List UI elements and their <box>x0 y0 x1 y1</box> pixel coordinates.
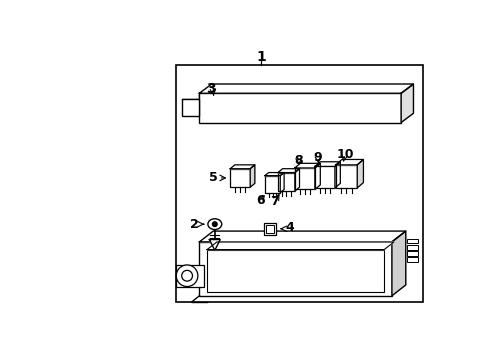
Text: 3: 3 <box>206 82 215 96</box>
Bar <box>294 168 314 189</box>
Polygon shape <box>400 84 413 122</box>
Text: 8: 8 <box>294 154 303 167</box>
Text: 6: 6 <box>256 194 265 207</box>
Bar <box>277 172 294 191</box>
Polygon shape <box>250 165 254 187</box>
Text: 10: 10 <box>336 148 353 161</box>
Polygon shape <box>277 169 299 172</box>
Text: 2: 2 <box>190 218 199 231</box>
Text: 7: 7 <box>270 195 279 208</box>
Bar <box>266 225 274 233</box>
Bar <box>264 222 276 235</box>
Text: 9: 9 <box>313 150 322 164</box>
Bar <box>230 169 250 187</box>
Text: 1: 1 <box>256 50 265 64</box>
Bar <box>407 251 417 256</box>
Polygon shape <box>334 162 340 188</box>
Bar <box>199 242 391 296</box>
Polygon shape <box>294 163 320 168</box>
Polygon shape <box>207 242 393 249</box>
Polygon shape <box>294 169 299 191</box>
Polygon shape <box>199 231 405 242</box>
Bar <box>407 245 417 249</box>
Polygon shape <box>209 239 220 250</box>
Ellipse shape <box>207 219 221 230</box>
Polygon shape <box>314 162 340 166</box>
Polygon shape <box>314 163 320 189</box>
Bar <box>207 249 384 292</box>
Polygon shape <box>357 159 363 188</box>
Bar <box>407 257 417 262</box>
Circle shape <box>212 222 217 226</box>
Polygon shape <box>335 159 363 165</box>
Text: 5: 5 <box>208 171 217 184</box>
Circle shape <box>182 270 192 281</box>
Bar <box>182 99 199 116</box>
Bar <box>264 176 280 193</box>
Polygon shape <box>264 172 284 176</box>
Polygon shape <box>199 84 413 93</box>
Polygon shape <box>230 165 254 169</box>
Bar <box>407 239 417 243</box>
Bar <box>335 165 357 188</box>
Polygon shape <box>280 172 284 193</box>
Text: 4: 4 <box>285 221 293 234</box>
Bar <box>199 93 400 122</box>
Circle shape <box>176 265 198 287</box>
Bar <box>176 265 203 287</box>
Bar <box>176 65 422 302</box>
Polygon shape <box>391 231 405 296</box>
Bar <box>314 166 334 188</box>
